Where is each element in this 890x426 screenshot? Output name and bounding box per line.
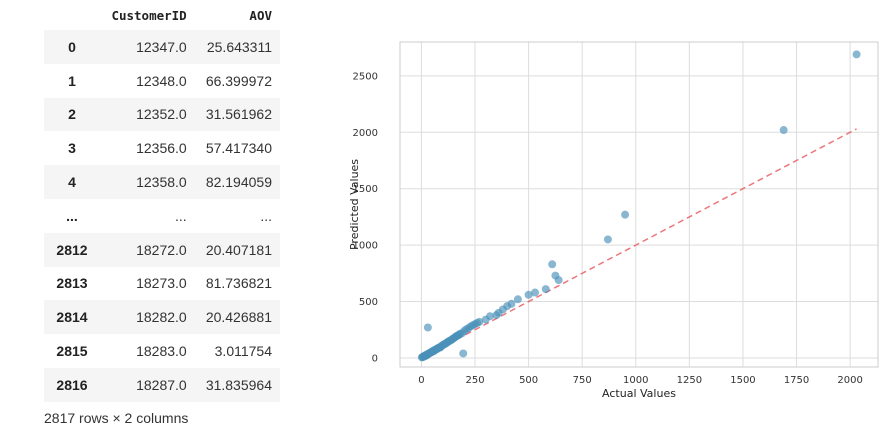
- y-tick-labels: 0 500 1000 1500 2000 2500: [353, 71, 378, 364]
- y-tick-label: 2000: [353, 128, 378, 139]
- row-index: 0: [68, 38, 76, 55]
- table-row: 1 12348.0 66.399972: [44, 63, 280, 98]
- y-tick-label: 1500: [353, 184, 378, 195]
- scatter-point: [513, 295, 522, 304]
- table-header-row: CustomerID AOV: [44, 0, 280, 30]
- row-index: 1: [68, 72, 76, 89]
- scatter-point: [554, 276, 563, 285]
- chart-svg: 0 250 500 750 1000 1250 1500 1750 2000 0 500 1000 1…: [348, 41, 879, 400]
- scatter-point: [531, 288, 540, 297]
- row-index: 2814: [56, 309, 88, 326]
- x-tick-label: 0: [418, 375, 424, 386]
- plot-frame: [399, 41, 879, 368]
- scatter-point: [507, 299, 516, 308]
- x-tick-labels: 0 250 500 750 1000 1250 1500 1750 2000: [418, 375, 863, 386]
- aov-cell: 57.417340: [205, 140, 272, 157]
- column-header-customerid: CustomerID: [111, 7, 187, 23]
- y-tick-label: 0: [372, 353, 378, 364]
- x-tick-label: 250: [465, 375, 484, 386]
- scatter-point: [475, 317, 484, 326]
- x-tick-label: 1500: [730, 375, 755, 386]
- scatter-point: [423, 323, 432, 332]
- dataframe-shape-text: 2817 rows × 2 columns: [44, 409, 189, 426]
- customer-id-cell: ...: [175, 207, 187, 224]
- aov-cell: 31.835964: [205, 376, 272, 393]
- x-tick-label: 2000: [837, 375, 862, 386]
- y-tick-label: 1000: [353, 241, 378, 252]
- column-header-aov: AOV: [249, 7, 272, 23]
- aov-cell: 82.194059: [205, 174, 272, 191]
- dataframe: CustomerID AOV 0 12347.0 25.643311 1 12348.…: [44, 0, 280, 426]
- table-row: 2813 18273.0 81.736821: [44, 266, 280, 301]
- dataframe-table: CustomerID AOV 0 12347.0 25.643311 1 12348.…: [44, 0, 280, 402]
- table-row: 0 12347.0 25.643311: [44, 30, 280, 64]
- aov-cell: 31.561962: [205, 106, 272, 123]
- table-row: 2814 18282.0 20.426881: [44, 300, 280, 335]
- aov-cell: 3.011754: [214, 343, 272, 360]
- row-index: ...: [66, 207, 78, 224]
- x-tick-label: 1250: [677, 375, 702, 386]
- row-index: 2815: [56, 343, 88, 360]
- customer-id-cell: 12356.0: [136, 140, 187, 157]
- scatter-point: [621, 210, 630, 219]
- table-row: 2812 18272.0 20.407181: [44, 232, 280, 267]
- table-row: 2816 18287.0 31.835964: [44, 367, 280, 402]
- scatter-point: [779, 126, 788, 135]
- customer-id-cell: 18272.0: [136, 241, 187, 258]
- row-index: 2816: [56, 376, 88, 393]
- table-row: 2 12352.0 31.561962: [44, 97, 280, 132]
- scatter-point: [524, 290, 533, 299]
- customer-id-cell: 18287.0: [136, 376, 187, 393]
- table-row: 3 12356.0 57.417340: [44, 131, 280, 166]
- scatter-point: [459, 349, 468, 358]
- scatter-points: [417, 50, 861, 362]
- index-header: [44, 0, 100, 30]
- x-tick-label: 1750: [784, 375, 809, 386]
- x-tick-label: 1000: [623, 375, 648, 386]
- row-index: 2: [68, 106, 76, 123]
- customer-id-cell: 12352.0: [136, 106, 187, 123]
- customer-id-cell: 12358.0: [136, 174, 187, 191]
- customer-id-cell: 12348.0: [136, 72, 187, 89]
- aov-cell: 81.736821: [205, 275, 272, 292]
- y-axis-title: Predicted Values: [348, 159, 361, 250]
- scatter-point: [541, 285, 550, 294]
- x-tick-label: 750: [573, 375, 592, 386]
- row-index: 3: [68, 140, 76, 157]
- row-index: 2813: [56, 275, 88, 292]
- scatter-point: [603, 235, 612, 244]
- aov-cell: 25.643311: [206, 38, 272, 55]
- scatter-chart: 0 250 500 750 1000 1250 1500 1750 2000 0 500 1000 1…: [330, 0, 890, 424]
- y-tick-label: 500: [359, 297, 378, 308]
- customer-id-cell: 18282.0: [136, 309, 187, 326]
- table-row-ellipsis: .........: [44, 198, 280, 233]
- reference-line: [421, 128, 857, 359]
- table-body: 0 12347.0 25.643311 1 12348.0 66.399972 2 123…: [44, 30, 280, 402]
- row-index: 2812: [56, 241, 88, 258]
- customer-id-cell: 12347.0: [136, 38, 187, 55]
- scatter-point: [486, 312, 495, 321]
- row-index: 4: [68, 174, 76, 191]
- aov-cell: ...: [260, 207, 272, 224]
- grid: [400, 42, 878, 367]
- table-row: 4 12358.0 82.194059: [44, 165, 280, 199]
- aov-cell: 20.407181: [205, 241, 272, 258]
- scatter-point: [548, 260, 557, 269]
- scatter-point: [852, 50, 861, 59]
- aov-cell: 66.399972: [205, 72, 272, 89]
- aov-cell: 20.426881: [205, 309, 272, 326]
- customer-id-cell: 18283.0: [136, 343, 187, 360]
- table-row: 2815 18283.0 3.011754: [44, 334, 280, 368]
- x-axis-title: Actual Values: [602, 387, 676, 400]
- x-tick-label: 500: [519, 375, 538, 386]
- y-tick-label: 2500: [353, 71, 378, 82]
- customer-id-cell: 18273.0: [136, 275, 187, 292]
